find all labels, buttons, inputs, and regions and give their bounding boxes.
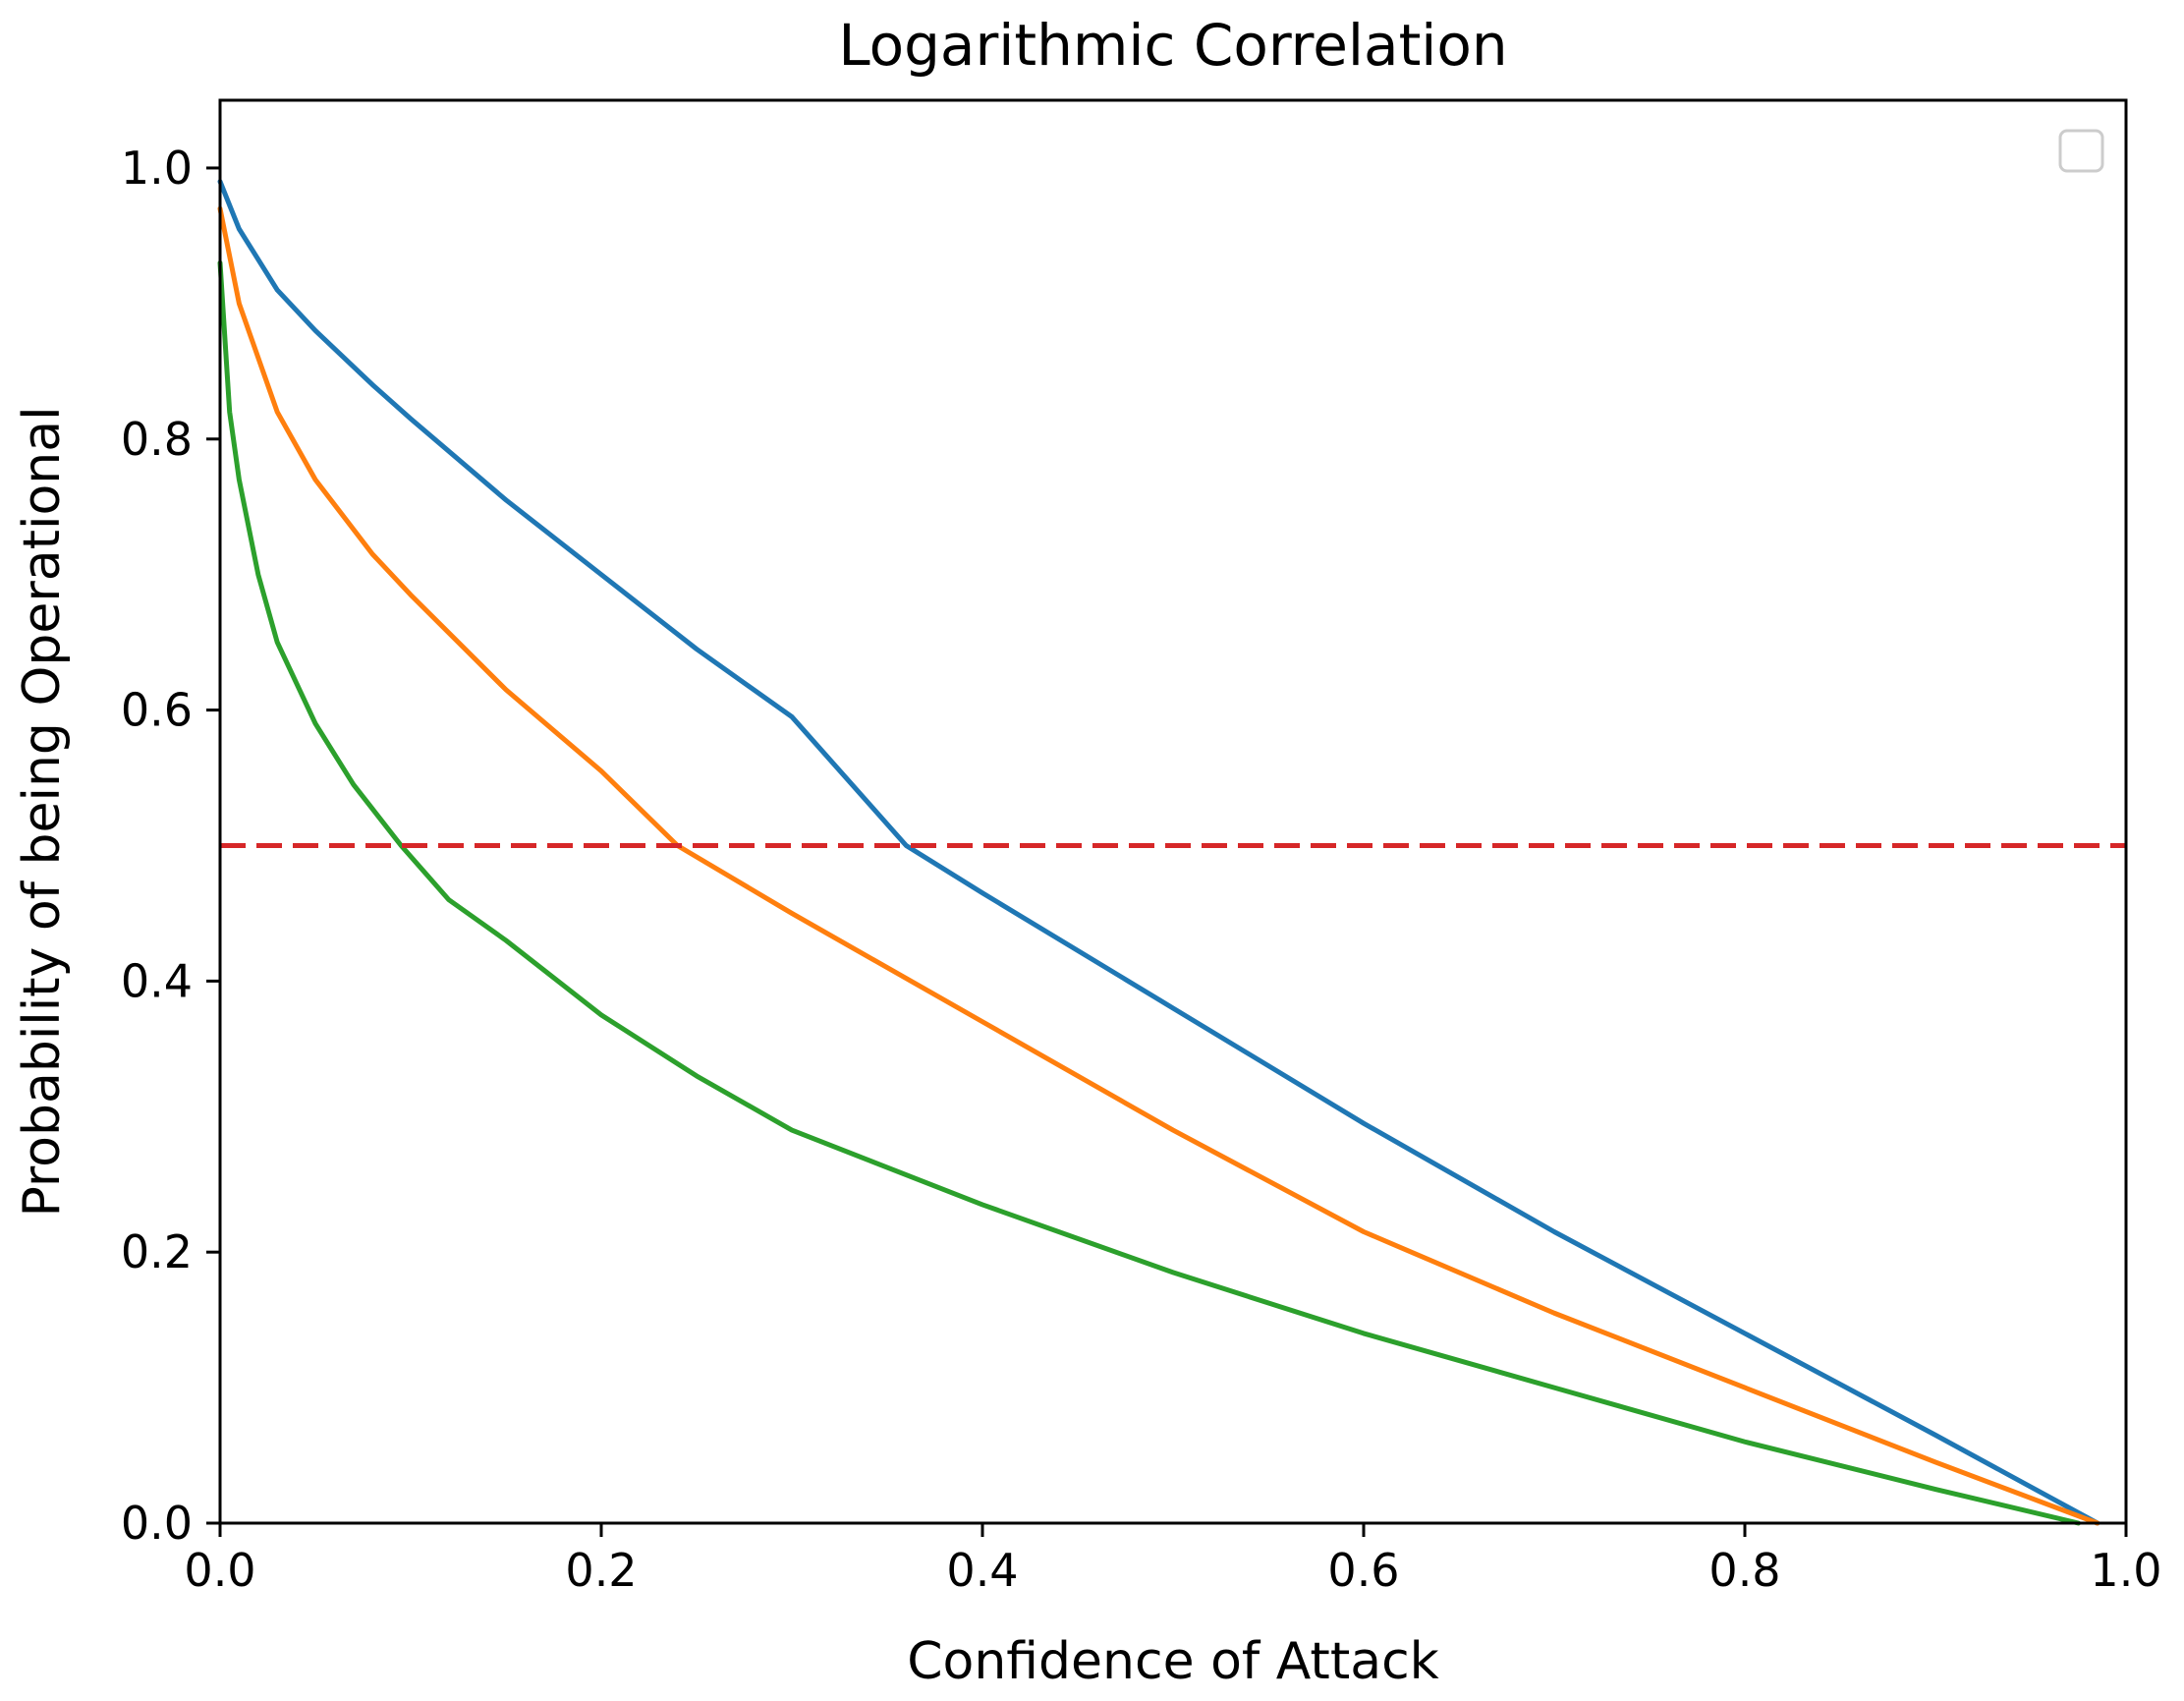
legend-box bbox=[2058, 129, 2104, 173]
plot-frame bbox=[218, 98, 2128, 1525]
data-lines bbox=[217, 179, 2126, 1526]
x-tick-label: 0.6 bbox=[1327, 1544, 1399, 1597]
line-series-green bbox=[217, 259, 2081, 1526]
y-tick-label: 0.0 bbox=[121, 1497, 193, 1550]
y-axis-label: Probability of being Operational bbox=[13, 406, 72, 1217]
x-tick-label: 1.0 bbox=[2090, 1544, 2161, 1597]
y-tick-label: 0.4 bbox=[121, 954, 193, 1007]
x-tick-label: 0.4 bbox=[946, 1544, 1018, 1597]
x-tick-label: 0.8 bbox=[1708, 1544, 1780, 1597]
y-tick-label: 1.0 bbox=[121, 142, 193, 195]
chart-title: Logarithmic Correlation bbox=[838, 12, 1507, 79]
axis-ticks: 0.0 0.2 0.4 0.6 0.8 1.0 0.0 0.2 0.4 0.6 0.8 1.0 bbox=[121, 142, 2162, 1597]
y-tick-label: 0.8 bbox=[121, 413, 193, 466]
y-tick-label: 0.2 bbox=[121, 1225, 193, 1278]
x-tick-label: 0.2 bbox=[565, 1544, 637, 1597]
x-axis-label: Confidence of Attack bbox=[907, 1632, 1439, 1691]
x-tick-label: 0.0 bbox=[184, 1544, 255, 1597]
y-tick-label: 0.6 bbox=[121, 684, 193, 737]
line-series-blue bbox=[217, 179, 2100, 1526]
